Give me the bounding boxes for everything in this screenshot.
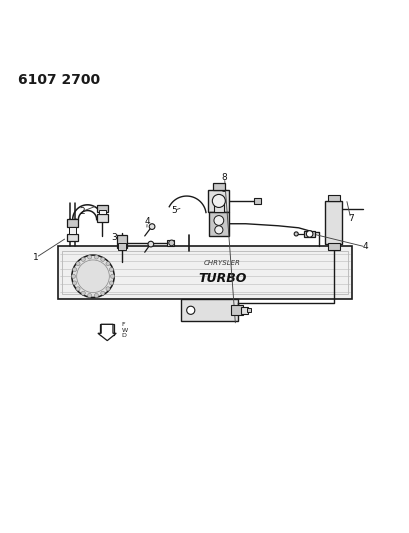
Bar bbox=[240, 307, 247, 313]
Text: 2: 2 bbox=[79, 207, 85, 216]
Text: 7: 7 bbox=[347, 214, 353, 223]
Bar bbox=[324, 201, 342, 244]
Bar bbox=[58, 246, 351, 299]
Bar bbox=[97, 205, 108, 212]
Bar bbox=[213, 201, 223, 212]
Circle shape bbox=[214, 226, 222, 234]
Circle shape bbox=[76, 262, 80, 266]
Text: 6107 2700: 6107 2700 bbox=[18, 73, 99, 87]
Circle shape bbox=[294, 232, 297, 236]
Text: 4: 4 bbox=[362, 243, 368, 252]
Circle shape bbox=[101, 291, 105, 295]
Bar bbox=[327, 243, 339, 250]
Circle shape bbox=[109, 281, 113, 285]
Bar bbox=[246, 308, 251, 312]
Circle shape bbox=[81, 291, 85, 295]
Circle shape bbox=[71, 274, 75, 278]
Circle shape bbox=[109, 268, 113, 272]
Circle shape bbox=[72, 281, 76, 285]
Bar bbox=[62, 251, 347, 294]
Text: F
W
D: F W D bbox=[121, 322, 127, 338]
Circle shape bbox=[72, 255, 114, 297]
Circle shape bbox=[186, 306, 194, 314]
Text: 5: 5 bbox=[171, 206, 177, 215]
Bar bbox=[209, 212, 228, 236]
Text: CHRYSLER: CHRYSLER bbox=[204, 260, 240, 266]
Circle shape bbox=[110, 274, 115, 278]
Circle shape bbox=[212, 195, 225, 207]
Bar bbox=[327, 195, 339, 201]
Bar bbox=[117, 243, 126, 250]
Circle shape bbox=[101, 257, 105, 261]
Circle shape bbox=[306, 231, 312, 237]
Circle shape bbox=[169, 240, 174, 246]
Bar bbox=[67, 234, 78, 241]
Text: 4: 4 bbox=[144, 217, 150, 226]
Circle shape bbox=[106, 287, 110, 291]
Bar bbox=[97, 214, 108, 222]
Text: 8: 8 bbox=[221, 173, 227, 182]
Circle shape bbox=[106, 262, 110, 266]
Bar bbox=[67, 219, 78, 227]
Circle shape bbox=[149, 224, 155, 229]
Circle shape bbox=[94, 255, 98, 259]
Polygon shape bbox=[98, 324, 116, 341]
Bar bbox=[117, 235, 126, 248]
Bar bbox=[69, 227, 76, 234]
Circle shape bbox=[213, 215, 223, 225]
Bar bbox=[99, 211, 106, 214]
Text: 3: 3 bbox=[111, 233, 117, 241]
Circle shape bbox=[148, 241, 153, 247]
Text: 6: 6 bbox=[220, 185, 226, 195]
Bar bbox=[253, 198, 261, 204]
Circle shape bbox=[88, 255, 92, 259]
Circle shape bbox=[94, 294, 98, 297]
Circle shape bbox=[88, 294, 92, 297]
Bar bbox=[303, 231, 314, 237]
Bar bbox=[208, 190, 229, 212]
Bar bbox=[231, 305, 242, 315]
Circle shape bbox=[76, 287, 80, 291]
Circle shape bbox=[81, 257, 85, 261]
Text: TURBO: TURBO bbox=[198, 272, 246, 286]
Bar bbox=[213, 183, 224, 190]
Bar bbox=[100, 324, 114, 335]
Bar bbox=[166, 240, 174, 246]
Circle shape bbox=[72, 268, 76, 272]
Bar bbox=[180, 299, 237, 321]
Text: 1: 1 bbox=[33, 253, 39, 262]
